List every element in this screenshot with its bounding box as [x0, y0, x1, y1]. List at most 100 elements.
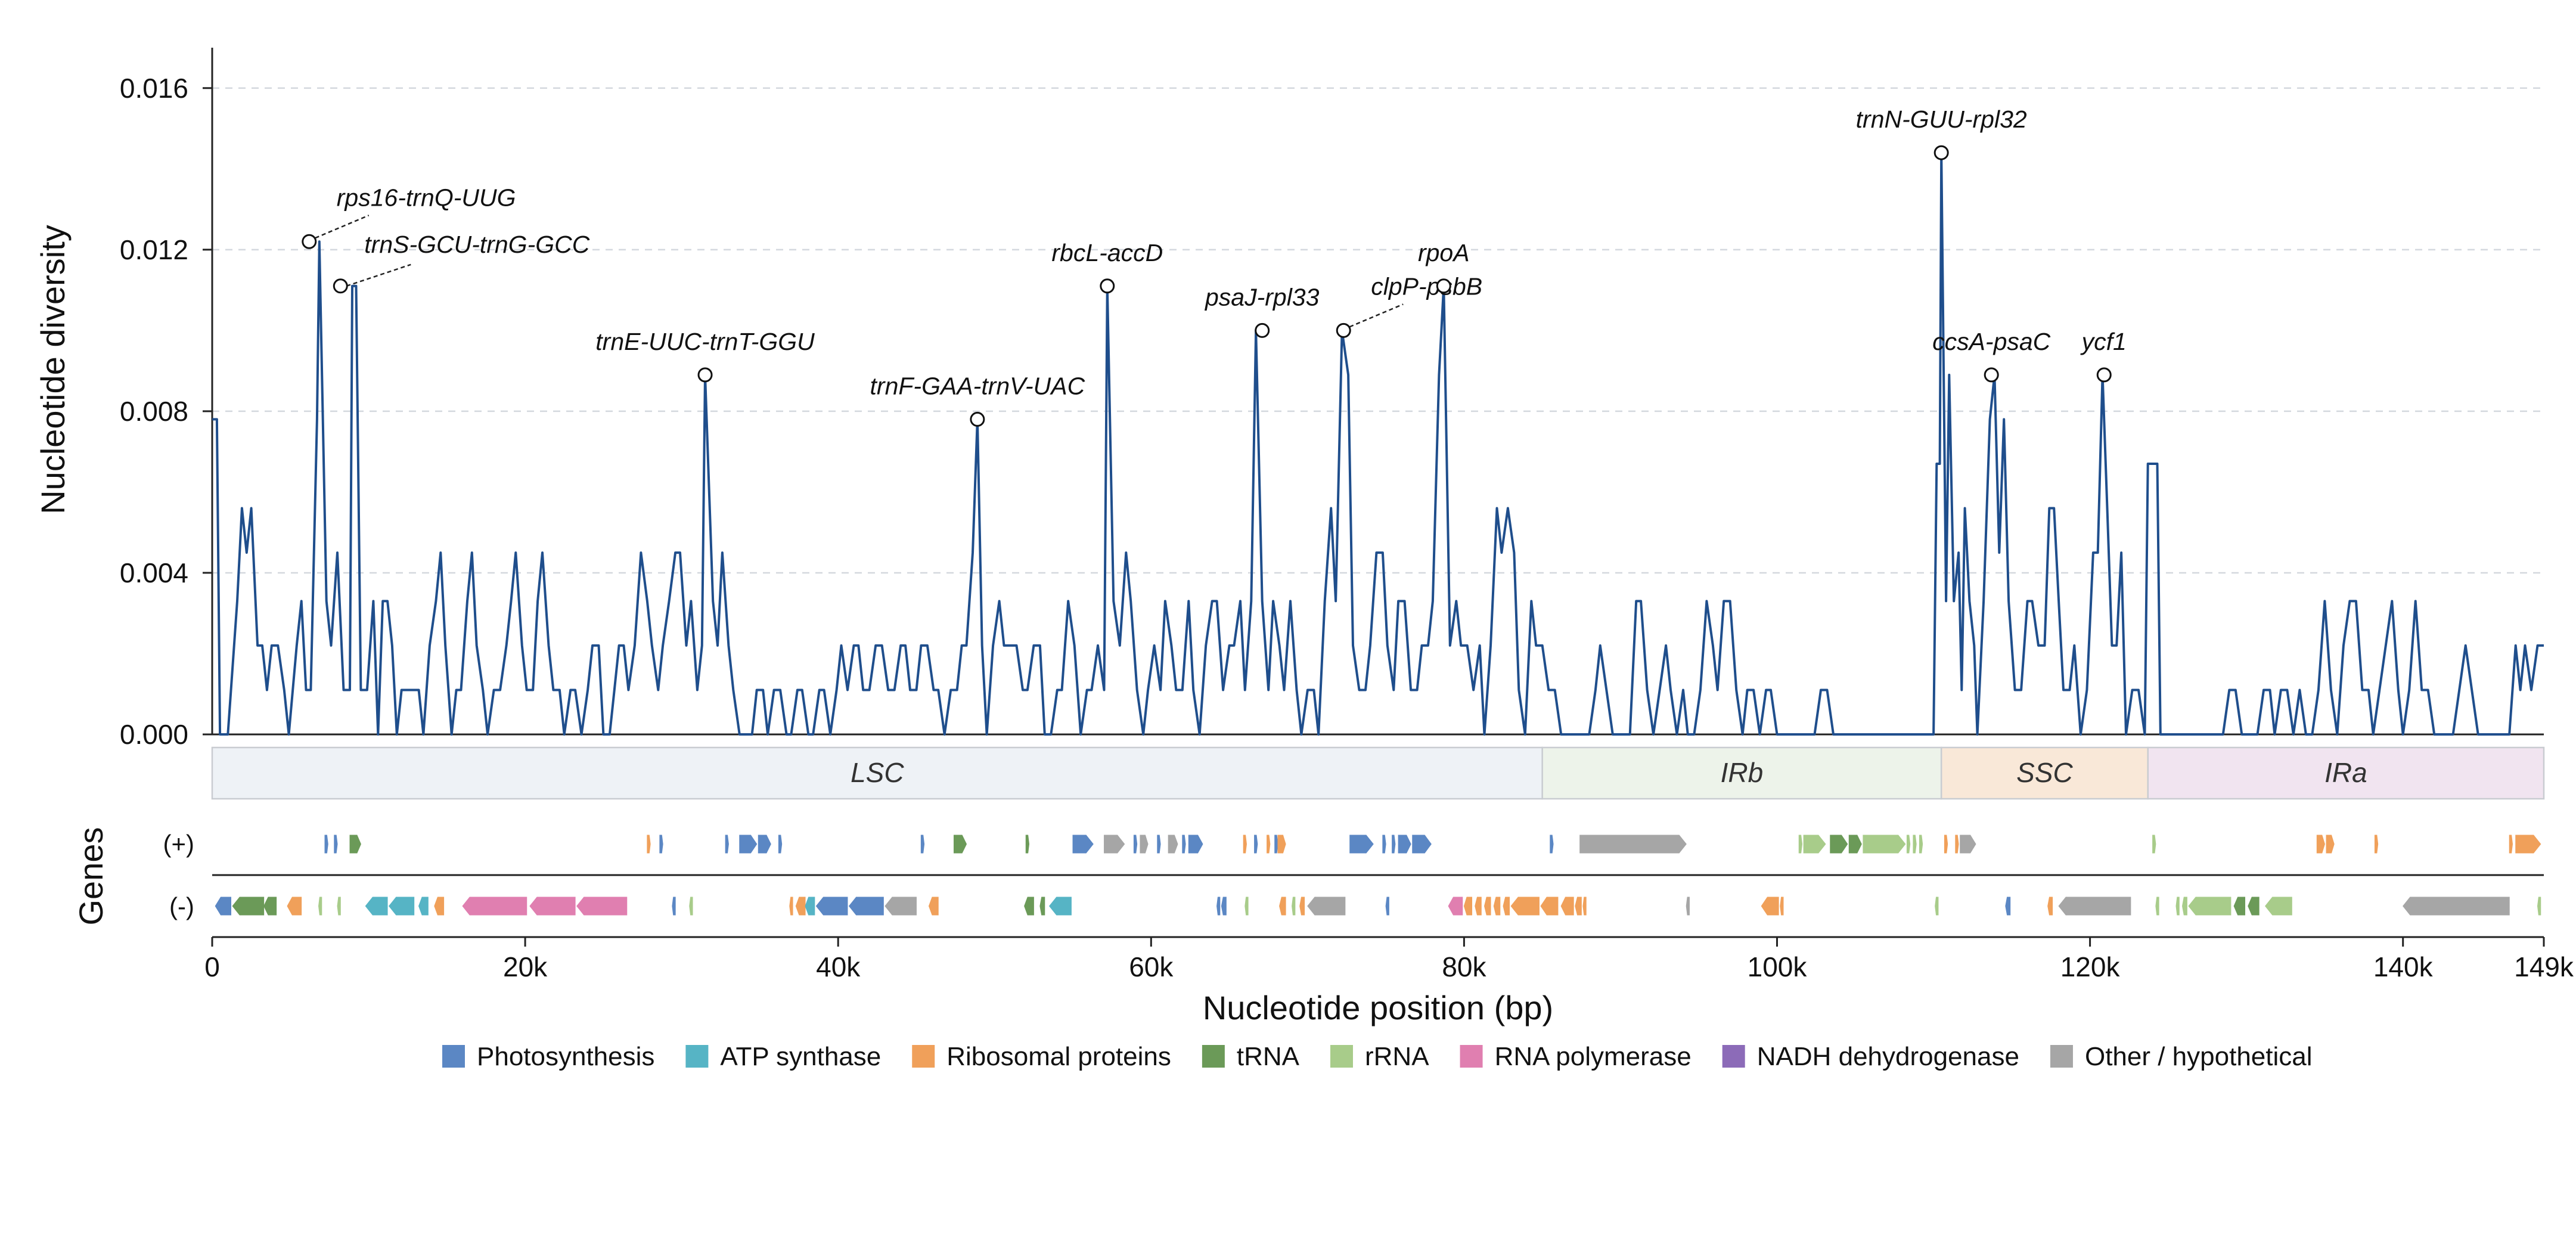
minus-strand-gene	[928, 897, 939, 916]
plus-strand-gene	[1140, 835, 1149, 854]
plus-strand-gene	[1906, 835, 1911, 854]
minus-strand-gene	[1540, 897, 1559, 916]
plus-strand-gene	[1955, 835, 1959, 854]
minus-strand-gene	[1385, 897, 1389, 916]
peak-label: psaJ-rpl33	[1204, 283, 1320, 311]
genes-track-title: Genes	[72, 827, 110, 926]
plus-strand-gene	[1382, 835, 1386, 854]
legend-swatch	[1722, 1045, 1745, 1068]
plus-strand-gene	[2316, 835, 2325, 854]
minus-strand-gene	[1039, 897, 1045, 916]
plot-area: 0.000 0.004 0.008 0.012 0.016 rps16-trnQ-UUG…	[120, 48, 2544, 750]
region-label: IRb	[1721, 757, 1764, 788]
minus-strand-gene	[1493, 897, 1501, 916]
minus-strand-gene	[2047, 897, 2053, 916]
minus-strand-gene	[1575, 897, 1582, 916]
y-tick-label: 0.008	[120, 396, 188, 427]
minus-strand-gene	[2005, 897, 2011, 916]
minus-strand-gene	[789, 897, 793, 916]
peak-label: trnF-GAA-trnV-UAC	[870, 372, 1085, 399]
minus-strand-gene	[1463, 897, 1473, 916]
y-tick-label: 0.004	[120, 557, 188, 588]
plus-strand-gene	[920, 835, 925, 854]
legend-label: Other / hypothetical	[2085, 1042, 2313, 1071]
minus-strand-gene	[1024, 897, 1034, 916]
plus-strand-gene	[1550, 835, 1554, 854]
plus-strand-gene	[1392, 835, 1396, 854]
minus-strand-gene	[1582, 897, 1587, 916]
legend-swatch	[1330, 1045, 1353, 1068]
minus-strand-gene	[795, 897, 806, 916]
peak-leader-line	[1349, 303, 1404, 328]
x-tick-label: 149k	[2514, 951, 2574, 982]
peak-marker	[2096, 367, 2112, 383]
plus-strand-gene	[1960, 835, 1976, 854]
diversity-series-line	[212, 151, 2544, 736]
minus-strand-gene	[1244, 897, 1249, 916]
minus-strand-gene	[2233, 897, 2246, 916]
plus-strand-gene	[1168, 835, 1178, 854]
plus-strand-gene	[1412, 835, 1432, 854]
minus-strand-gene	[1935, 897, 1939, 916]
plus-strand-gene	[659, 835, 663, 854]
plus-strand-genes	[324, 835, 2541, 854]
legend-swatch	[2050, 1045, 2073, 1068]
x-tick-label: 60k	[1129, 951, 1174, 982]
region-box	[2147, 746, 2545, 800]
peak-label: trnE-UUC-trnT-GGU	[595, 328, 815, 355]
minus-strand-gene	[1484, 897, 1491, 916]
plus-strand-gene	[324, 835, 328, 854]
minus-strand-gene	[462, 897, 527, 916]
plus-strand-gene	[647, 835, 651, 854]
plus-strand-gene	[1133, 835, 1138, 854]
x-tick-label: 20k	[503, 951, 548, 982]
minus-strand-gene	[1503, 897, 1510, 916]
x-tick-label: 100k	[1748, 951, 1808, 982]
peak-marker	[1336, 322, 1351, 338]
x-tick-label: 80k	[1442, 951, 1486, 982]
plus-strand-gene	[1072, 835, 1094, 854]
x-axis-title: Nucleotide position (bp)	[1203, 989, 1553, 1026]
minus-strand-gene	[689, 897, 693, 916]
legend: Photosynthesis ATP synthase Ribosomal prot…	[442, 1042, 2313, 1071]
minus-strand-gene	[2182, 897, 2187, 916]
minus-strand-gene	[1761, 897, 1779, 916]
minus-strand-gene	[2188, 897, 2232, 916]
plus-strand-gene	[1182, 835, 1186, 854]
plus-strand-label: (+)	[163, 830, 195, 858]
plus-strand-gene	[1398, 835, 1411, 854]
plus-strand-gene	[349, 835, 361, 854]
minus-strand-gene	[529, 897, 576, 916]
plus-strand-gene	[1848, 835, 1862, 854]
plus-strand-gene	[1025, 835, 1030, 854]
peak-leader-line	[315, 215, 370, 239]
legend-swatch	[912, 1045, 935, 1068]
minus-strand-gene	[1049, 897, 1072, 916]
peak-leader-line	[346, 263, 411, 287]
peak-marker	[1255, 322, 1270, 338]
minus-strand-gene	[318, 897, 322, 916]
y-tick-label: 0.000	[120, 719, 188, 750]
minus-strand-gene	[1307, 897, 1346, 916]
plus-strand-gene	[1830, 835, 1848, 854]
legend-swatch	[1460, 1045, 1483, 1068]
minus-strand-gene	[1686, 897, 1690, 916]
plus-strand-gene	[1919, 835, 1923, 854]
plus-strand-gene	[1863, 835, 1906, 854]
plus-strand-gene	[758, 835, 771, 854]
legend-label: RNA polymerase	[1495, 1042, 1692, 1071]
plus-strand-gene	[1798, 835, 1803, 854]
legend-label: Ribosomal proteins	[946, 1042, 1171, 1071]
plus-strand-gene	[778, 835, 783, 854]
minus-strand-gene	[2537, 897, 2541, 916]
plus-strand-gene	[1803, 835, 1826, 854]
plus-strand-gene	[1274, 835, 1278, 854]
minus-strand-gene	[1221, 897, 1227, 916]
y-tick-label: 0.012	[120, 234, 188, 265]
minus-strand-gene	[2403, 897, 2510, 916]
grid-lines	[212, 87, 2544, 574]
plus-strand-gene	[2326, 835, 2335, 854]
peak-label: trnS-GCU-trnG-GCC	[364, 231, 590, 258]
minus-strand-gene	[2265, 897, 2292, 916]
minus-strand-gene	[434, 897, 445, 916]
